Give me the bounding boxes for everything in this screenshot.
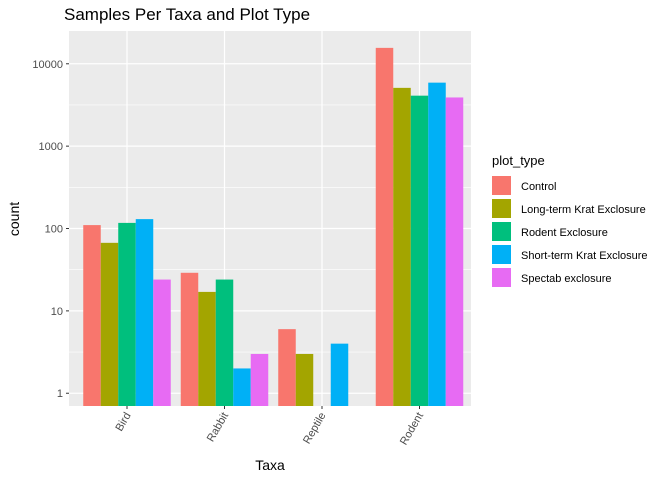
bar [83,225,101,406]
legend-swatch [492,245,511,264]
x-tick-label: Reptile [301,411,329,447]
y-tick-label: 10 [51,306,63,318]
bar [393,87,411,406]
x-axis: Bird Rabbit Reptile Rodent [113,406,426,447]
y-tick-label: 1000 [39,141,63,153]
bar [118,222,136,406]
legend-swatch [492,176,511,195]
y-tick-label: 100 [45,224,63,236]
legend-label: Short-term Krat Exclosure [521,250,648,262]
bar [100,242,119,406]
chart-title: Samples Per Taxa and Plot Type [64,5,310,24]
y-tick-label: 1 [57,388,63,400]
bar [295,353,314,406]
legend-swatch [492,199,511,218]
bar [250,353,269,406]
legend-label: Spectab exclosure [521,273,612,285]
bar [180,272,199,406]
x-axis-title: Taxa [255,457,285,473]
bar [410,95,429,406]
bar [428,82,446,406]
bar [215,279,234,406]
x-tick-label: Bird [113,411,133,434]
legend-title: plot_type [492,153,545,168]
legend-label: Control [521,181,556,193]
bar [330,343,349,406]
legend-swatch [492,268,511,287]
bar [153,279,171,406]
x-tick-label: Rodent [398,411,426,448]
bars [83,47,464,407]
bar [278,329,296,406]
y-axis-title: count [6,202,22,236]
bar [135,219,154,406]
bar [445,97,464,407]
bar [375,47,394,407]
legend: plot_type Control Long-term Krat Exclosur… [492,153,648,287]
y-axis: 1 10 100 1000 10000 [32,59,69,400]
bar [233,368,251,406]
bar [198,291,216,406]
y-tick-label: 10000 [32,59,63,71]
legend-swatch [492,222,511,241]
legend-label: Long-term Krat Exclosure [521,204,646,216]
legend-label: Rodent Exclosure [521,227,608,239]
x-tick-label: Rabbit [205,411,231,445]
